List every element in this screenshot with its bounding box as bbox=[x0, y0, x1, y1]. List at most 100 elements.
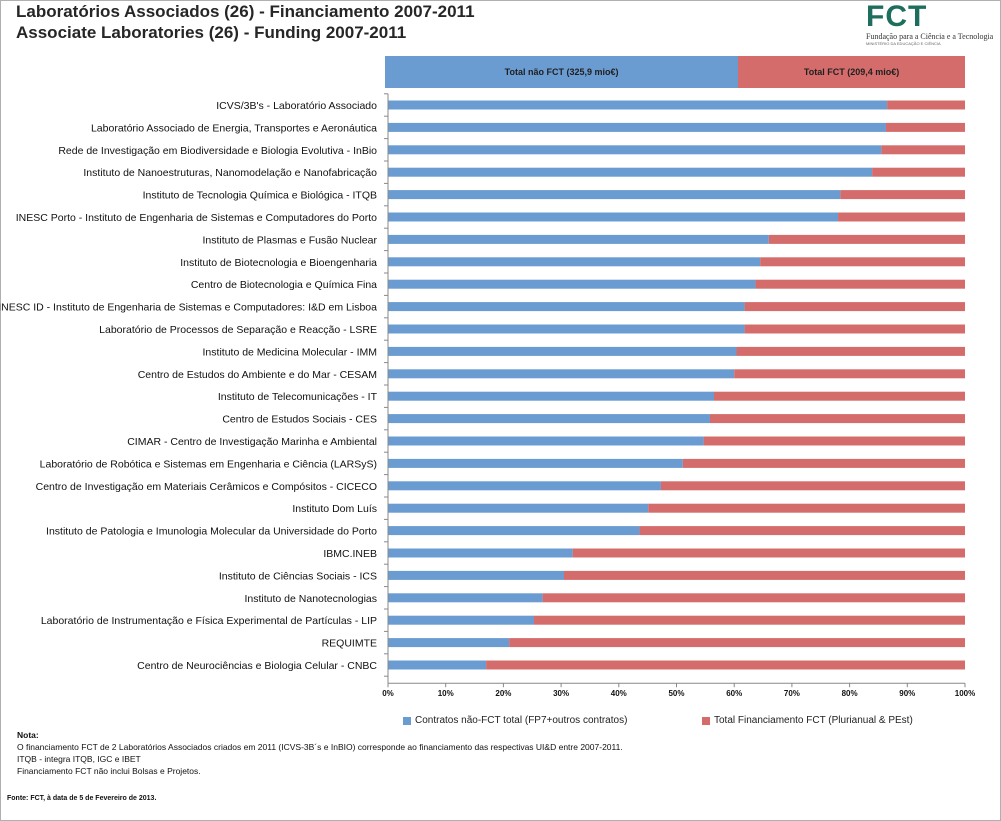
bar-segment-non-fct bbox=[388, 212, 839, 222]
bar-segment-non-fct bbox=[388, 190, 841, 200]
logo-subtitle: Fundação para a Ciência e a Tecnologia bbox=[866, 32, 994, 41]
bar-segment-fct bbox=[572, 548, 965, 558]
category-label: INESC ID - Instituto de Engenharia de Si… bbox=[0, 302, 377, 314]
category-label: Instituto de Patologia e Imunologia Mole… bbox=[46, 526, 377, 538]
bar-segment-fct bbox=[509, 638, 965, 648]
category-label: Centro de Estudos Sociais - CES bbox=[222, 414, 377, 426]
bar-segment-fct bbox=[755, 279, 965, 289]
bar-segment-non-fct bbox=[388, 458, 683, 468]
legend-label-non-fct: Contratos não-FCT total (FP7+outros cont… bbox=[415, 715, 628, 726]
chart-title-en: Associate Laboratories (26) - Funding 20… bbox=[16, 23, 407, 42]
summary-fct: Total FCT (209,4 mio€) bbox=[738, 56, 965, 88]
bar-segment-fct bbox=[838, 212, 965, 222]
x-tick-label: 90% bbox=[899, 689, 915, 698]
bar-segment-fct bbox=[542, 593, 965, 603]
bar-segment-non-fct bbox=[388, 257, 761, 267]
logo-text: FCT bbox=[866, 0, 928, 33]
bar-segment-fct bbox=[648, 503, 965, 513]
x-tick-label: 40% bbox=[611, 689, 627, 698]
category-label: Instituto de Tecnologia Química e Biológ… bbox=[143, 190, 377, 202]
bar-segment-fct bbox=[709, 414, 965, 424]
bar-segment-fct bbox=[887, 100, 965, 110]
x-tick-label: 20% bbox=[495, 689, 511, 698]
x-tick-label: 50% bbox=[668, 689, 684, 698]
bar-segment-non-fct bbox=[388, 414, 710, 424]
category-label: Centro de Neurociências e Biologia Celul… bbox=[137, 660, 377, 672]
category-label: CIMAR - Centro de Investigação Marinha e… bbox=[127, 436, 377, 448]
bar-segment-non-fct bbox=[388, 145, 882, 155]
x-tick-label: 0% bbox=[382, 689, 394, 698]
category-label: Rede de Investigação em Biodiversidade e… bbox=[58, 145, 377, 157]
note-line: ITQB - integra ITQB, IGC e IBET bbox=[17, 754, 141, 764]
legend-swatch-non-fct bbox=[403, 716, 411, 725]
bar-segment-fct bbox=[744, 302, 965, 312]
bar-segment-non-fct bbox=[388, 167, 873, 177]
source-note: Fonte: FCT, à data de 5 de Fevereiro de … bbox=[7, 795, 157, 802]
category-label: Instituto Dom Luís bbox=[292, 503, 377, 515]
bar-segment-non-fct bbox=[388, 122, 886, 132]
notes-title: Nota: bbox=[17, 730, 39, 740]
summary-bar: Total não FCT (325,9 mio€) Total FCT (20… bbox=[385, 56, 965, 88]
category-label: REQUIMTE bbox=[322, 638, 377, 650]
summary-fct-label: Total FCT (209,4 mio€) bbox=[803, 67, 900, 77]
x-tick-label: 60% bbox=[726, 689, 742, 698]
category-label: INESC Porto - Instituto de Engenharia de… bbox=[16, 212, 377, 224]
bar-segment-non-fct bbox=[388, 593, 543, 603]
bar-segment-non-fct bbox=[388, 481, 661, 491]
category-label: Instituto de Biotecnologia e Bioengenhar… bbox=[180, 257, 377, 269]
bar-segment-fct bbox=[736, 346, 965, 356]
category-label: IBMC.INEB bbox=[323, 548, 377, 560]
legend-item-non-fct: Contratos não-FCT total (FP7+outros cont… bbox=[403, 715, 627, 726]
bar-segment-non-fct bbox=[388, 369, 735, 379]
x-tick-label: 100% bbox=[955, 689, 975, 698]
logo-ministry: MINISTÉRIO DA EDUCAÇÃO E CIÊNCIA bbox=[866, 41, 941, 46]
bar-segment-non-fct bbox=[388, 436, 704, 446]
x-tick-label: 70% bbox=[784, 689, 800, 698]
category-label: Centro de Estudos do Ambiente e do Mar -… bbox=[138, 369, 377, 381]
legend-item-fct: Total Financiamento FCT (Plurianual & PE… bbox=[702, 715, 913, 726]
bar-segment-fct bbox=[744, 324, 965, 334]
bar-segment-fct bbox=[682, 458, 965, 468]
note-line: Financiamento FCT não inclui Bolsas e Pr… bbox=[17, 766, 201, 776]
bar-segment-fct bbox=[639, 526, 965, 536]
category-label: Laboratório Associado de Energia, Transp… bbox=[91, 122, 377, 134]
category-label: Instituto de Nanotecnologias bbox=[244, 593, 377, 605]
bar-segment-non-fct bbox=[388, 391, 715, 401]
chart-title-pt: Laboratórios Associados (26) - Financiam… bbox=[16, 2, 475, 21]
summary-non-fct-label: Total não FCT (325,9 mio€) bbox=[504, 67, 619, 77]
bar-segment-fct bbox=[872, 167, 965, 177]
bar-segment-non-fct bbox=[388, 526, 640, 536]
bar-segment-fct bbox=[760, 257, 965, 267]
legend-label-fct: Total Financiamento FCT (Plurianual & PE… bbox=[714, 715, 913, 726]
category-label: Instituto de Ciências Sociais - ICS bbox=[219, 570, 377, 582]
x-tick-label: 30% bbox=[553, 689, 569, 698]
bar-segment-non-fct bbox=[388, 570, 564, 580]
bar-segment-fct bbox=[660, 481, 965, 491]
bar-segment-non-fct bbox=[388, 346, 737, 356]
bar-segment-non-fct bbox=[388, 503, 649, 513]
category-label: Instituto de Plasmas e Fusão Nuclear bbox=[202, 234, 377, 246]
bar-segment-fct bbox=[881, 145, 965, 155]
category-label: Laboratório de Processos de Separação e … bbox=[99, 324, 377, 336]
notes-block: Nota: O financiamento FCT de 2 Laboratór… bbox=[17, 729, 623, 777]
bar-segment-fct bbox=[533, 615, 965, 625]
bar-segment-non-fct bbox=[388, 302, 745, 312]
bar-segment-non-fct bbox=[388, 279, 756, 289]
bar-segment-fct bbox=[714, 391, 965, 401]
category-label: ICVS/3B's - Laboratório Associado bbox=[216, 100, 377, 112]
category-label: Instituto de Telecomunicações - IT bbox=[218, 391, 378, 403]
bar-segment-fct bbox=[563, 570, 965, 580]
category-label: Instituto de Medicina Molecular - IMM bbox=[203, 346, 377, 358]
bar-segment-non-fct bbox=[388, 615, 534, 625]
fct-logo: FCT Fundação para a Ciência e a Tecnolog… bbox=[866, 0, 994, 47]
bar-segment-fct bbox=[703, 436, 965, 446]
legend-swatch-fct bbox=[702, 716, 710, 725]
bar-segment-non-fct bbox=[388, 324, 745, 334]
bar-segment-non-fct bbox=[388, 100, 888, 110]
bar-segment-non-fct bbox=[388, 638, 510, 648]
x-tick-label: 80% bbox=[842, 689, 858, 698]
bar-segment-non-fct bbox=[388, 548, 573, 558]
category-label: Laboratório de Robótica e Sistemas em En… bbox=[40, 458, 377, 470]
category-label: Laboratório de Instrumentação e Física E… bbox=[41, 615, 377, 627]
